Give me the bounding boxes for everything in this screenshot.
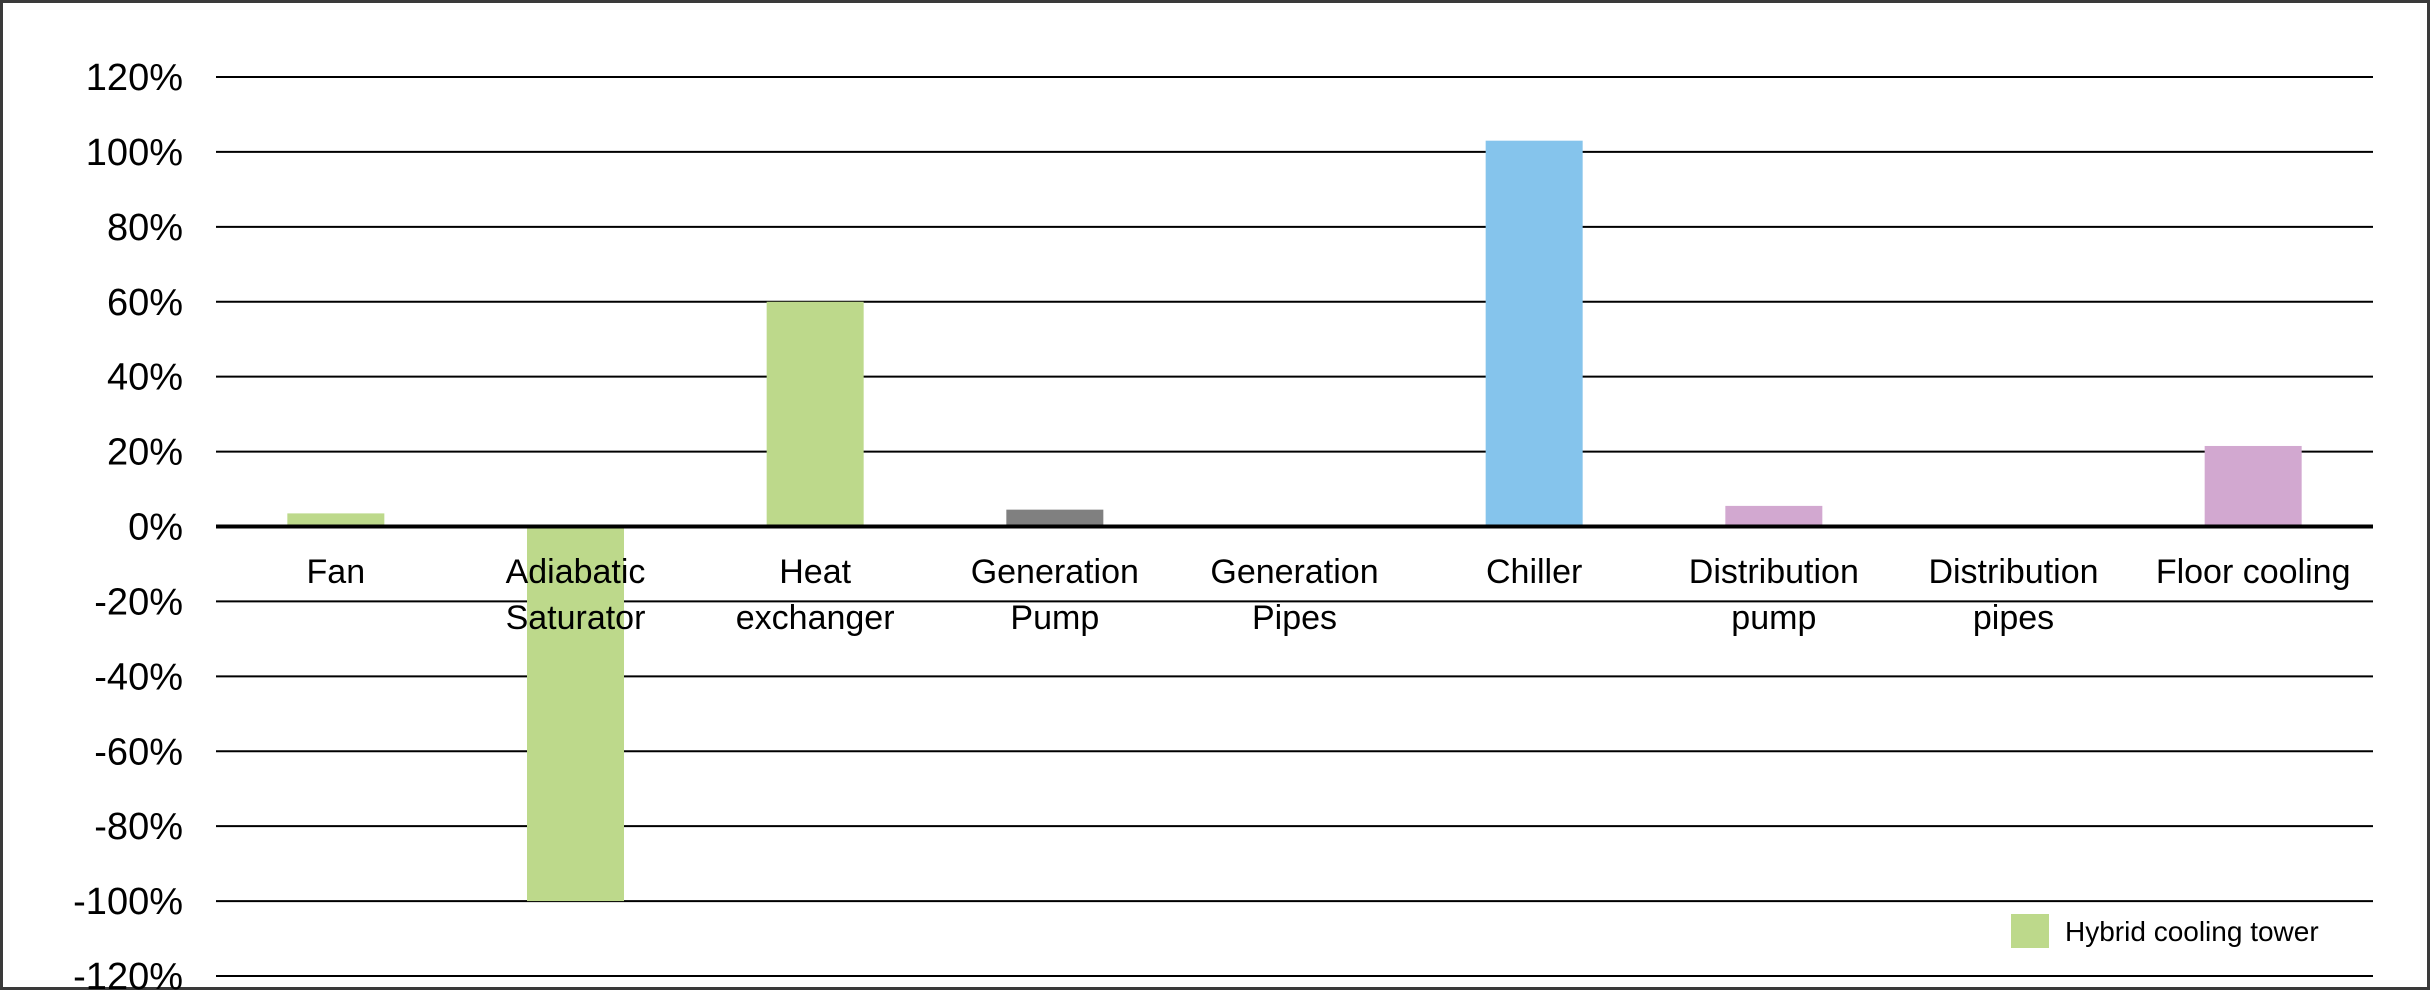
- y-tick-label: -40%: [94, 656, 183, 698]
- bar: [1485, 140, 1583, 527]
- x-tick-label: Generation: [1210, 553, 1378, 591]
- x-tick-label: pump: [1731, 599, 1816, 637]
- y-tick-label: -20%: [94, 581, 183, 623]
- bar: [766, 301, 864, 527]
- bars: [287, 140, 2302, 902]
- bar: [527, 526, 624, 902]
- legend: Hybrid cooling tower: [2011, 914, 2319, 948]
- bar: [1725, 505, 1823, 527]
- x-tick-label: Pipes: [1252, 599, 1337, 637]
- y-tick-label: -120%: [73, 956, 183, 993]
- y-tick-label: 40%: [107, 357, 183, 399]
- x-tick-label: Pump: [1010, 599, 1099, 637]
- y-tick-label: 100%: [86, 132, 183, 174]
- y-tick-label: -60%: [94, 731, 183, 773]
- bar-chart: 120% 100% 80% 60% 40% 20% 0% -20% -40% -60% -80% -1…: [73, 57, 2373, 993]
- legend-swatch: [2011, 914, 2049, 948]
- y-tick-label: -100%: [73, 881, 183, 923]
- x-tick-label: Adiabatic: [506, 553, 646, 591]
- x-tick-label: Distribution: [1689, 553, 1859, 591]
- y-tick-label: -80%: [94, 806, 183, 848]
- bar: [2204, 445, 2302, 527]
- x-tick-label: Saturator: [506, 599, 646, 637]
- y-tick-label: 0%: [128, 507, 183, 549]
- y-axis: 120% 100% 80% 60% 40% 20% 0% -20% -40% -60% -80% -1…: [73, 57, 183, 993]
- x-tick-label: Generation: [971, 553, 1139, 591]
- x-tick-label: Fan: [307, 553, 366, 591]
- x-tick-label: Heat: [779, 553, 851, 591]
- x-tick-label: Chiller: [1486, 553, 1582, 591]
- bar: [1006, 509, 1104, 527]
- x-tick-label: Floor cooling: [2156, 553, 2351, 591]
- x-tick-label: Distribution: [1928, 553, 2098, 591]
- y-tick-label: 60%: [107, 282, 183, 324]
- bar: [287, 513, 385, 527]
- y-tick-label: 80%: [107, 207, 183, 249]
- x-tick-label: pipes: [1973, 599, 2054, 637]
- y-tick-label: 20%: [107, 432, 183, 474]
- y-tick-label: 120%: [86, 57, 183, 99]
- x-axis: Fan Adiabatic Saturator Heat exchanger Genera…: [307, 553, 2351, 637]
- legend-label: Hybrid cooling tower: [2065, 916, 2319, 947]
- x-tick-label: exchanger: [736, 599, 895, 637]
